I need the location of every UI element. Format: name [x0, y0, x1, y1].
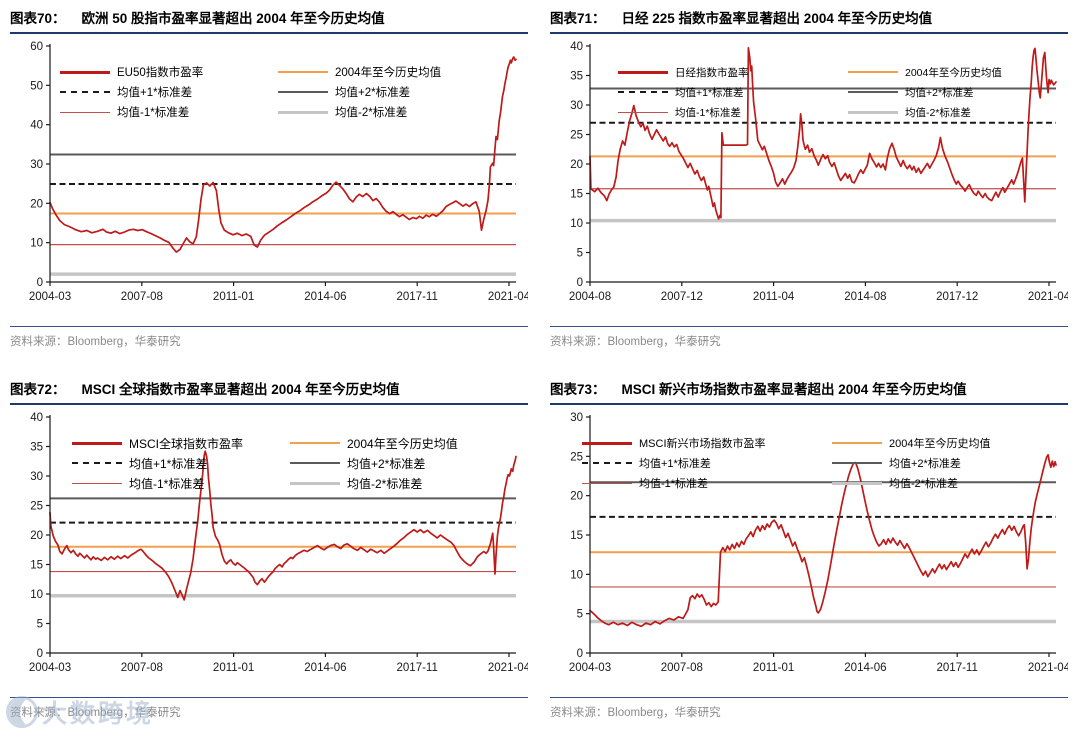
svg-text:2014-06: 2014-06	[304, 291, 346, 303]
svg-text:2007-08: 2007-08	[121, 662, 163, 674]
svg-text:35: 35	[30, 442, 43, 454]
figure-title: 图表70： 欧洲 50 股指市盈率显著超出 2004 年至今历史均值	[10, 5, 528, 34]
svg-text:0: 0	[37, 648, 43, 660]
svg-text:2017-11: 2017-11	[397, 662, 438, 674]
figure-panel-73: 图表73： MSCI 新兴市场指数市盈率显著超出 2004 年至今历史均值 0 5…	[540, 371, 1080, 743]
svg-text:25: 25	[30, 501, 43, 513]
svg-text:2011-01: 2011-01	[213, 662, 254, 674]
svg-text:2007-08: 2007-08	[661, 662, 703, 674]
svg-text:2017-11: 2017-11	[937, 662, 978, 674]
svg-text:25: 25	[570, 451, 583, 463]
source-note: 资料来源：Bloomberg，华泰研究	[550, 326, 1068, 349]
svg-text:35: 35	[570, 71, 583, 83]
svg-text:2011-01: 2011-01	[753, 662, 794, 674]
svg-text:0: 0	[577, 648, 583, 660]
svg-text:5: 5	[37, 619, 43, 631]
figure-panel-70: 图表70： 欧洲 50 股指市盈率显著超出 2004 年至今历史均值 0 10 20…	[0, 0, 540, 371]
svg-text:2011-04: 2011-04	[753, 291, 795, 303]
pe-line-chart-eu50: 0 10 20 30 40 50 60 2004-03 2007-08 2011-01 2014-0…	[29, 41, 528, 303]
svg-text:10: 10	[30, 238, 43, 250]
svg-text:10: 10	[570, 218, 583, 230]
svg-text:20: 20	[570, 491, 583, 503]
svg-text:0: 0	[37, 277, 43, 289]
svg-text:2021-04: 2021-04	[488, 662, 528, 674]
svg-text:15: 15	[30, 560, 43, 572]
figure-title-text: 欧洲 50 股指市盈率显著超出 2004 年至今历史均值	[81, 11, 385, 26]
svg-text:5: 5	[577, 609, 583, 621]
chart-area: 0 10 20 30 40 50 60 2004-03 2007-08 2011-01 2014-0…	[10, 36, 528, 316]
svg-text:10: 10	[30, 589, 43, 601]
figure-label: 图表72：	[10, 382, 66, 397]
figure-title-text: MSCI 全球指数市盈率显著超出 2004 年至今历史均值	[81, 382, 400, 397]
svg-text:2021-04: 2021-04	[1028, 662, 1068, 674]
svg-text:5: 5	[577, 248, 583, 260]
svg-text:15: 15	[570, 530, 583, 542]
pe-line-chart-nikkei225: 0 5 10 15 20 25 30 35 40 2004-08 2007-12 2011-04 201…	[569, 41, 1068, 303]
svg-text:60: 60	[30, 41, 43, 53]
figure-panel-71: 图表71： 日经 225 指数市盈率显著超出 2004 年至今历史均值 0 5 10…	[540, 0, 1080, 371]
chart-area: 0 5 10 15 20 25 30 2004-03 2007-08 2011-01 2014-06…	[550, 407, 1068, 687]
svg-text:15: 15	[570, 189, 583, 201]
pe-line-chart-msci-world: 0 5 10 15 20 25 30 35 40 2004-03 2007-08 2011-01 201…	[29, 412, 528, 674]
chart-area: 0 5 10 15 20 25 30 35 40 2004-08 2007-12 2011-04 201…	[550, 36, 1068, 316]
source-note: 资料来源：Bloomberg，华泰研究	[10, 697, 528, 720]
figure-label: 图表73：	[550, 382, 606, 397]
svg-text:2021-04: 2021-04	[1028, 291, 1068, 303]
svg-text:2007-12: 2007-12	[661, 291, 703, 303]
svg-text:30: 30	[30, 471, 43, 483]
svg-text:30: 30	[570, 100, 583, 112]
svg-text:30: 30	[570, 412, 583, 424]
svg-text:2007-08: 2007-08	[121, 291, 163, 303]
svg-text:0: 0	[577, 277, 583, 289]
svg-text:30: 30	[30, 159, 43, 171]
svg-text:25: 25	[570, 130, 583, 142]
svg-text:20: 20	[30, 530, 43, 542]
svg-text:2017-11: 2017-11	[397, 291, 438, 303]
svg-text:2014-06: 2014-06	[304, 662, 346, 674]
figure-title-text: MSCI 新兴市场指数市盈率显著超出 2004 年至今历史均值	[621, 382, 967, 397]
svg-text:2004-03: 2004-03	[569, 662, 611, 674]
svg-text:20: 20	[570, 159, 583, 171]
pe-line-chart-msci-em: 0 5 10 15 20 25 30 2004-03 2007-08 2011-01 2014-06…	[569, 412, 1068, 674]
svg-text:2014-06: 2014-06	[844, 662, 886, 674]
svg-text:40: 40	[570, 41, 583, 53]
svg-text:2004-08: 2004-08	[569, 291, 611, 303]
svg-text:40: 40	[30, 412, 43, 424]
figure-title: 图表71： 日经 225 指数市盈率显著超出 2004 年至今历史均值	[550, 5, 1068, 34]
chart-area: 0 5 10 15 20 25 30 35 40 2004-03 2007-08 2011-01 201…	[10, 407, 528, 687]
svg-text:2004-03: 2004-03	[29, 291, 71, 303]
figure-title: 图表73： MSCI 新兴市场指数市盈率显著超出 2004 年至今历史均值	[550, 376, 1068, 405]
svg-text:2004-03: 2004-03	[29, 662, 71, 674]
figure-title: 图表72： MSCI 全球指数市盈率显著超出 2004 年至今历史均值	[10, 376, 528, 405]
svg-text:50: 50	[30, 80, 43, 92]
svg-text:10: 10	[570, 569, 583, 581]
figure-label: 图表70：	[10, 11, 66, 26]
source-note: 资料来源：Bloomberg，华泰研究	[10, 326, 528, 349]
svg-text:40: 40	[30, 120, 43, 132]
svg-text:2017-12: 2017-12	[936, 291, 978, 303]
source-note: 资料来源：Bloomberg，华泰研究	[550, 697, 1068, 720]
figure-panel-72: 图表72： MSCI 全球指数市盈率显著超出 2004 年至今历史均值 0 5 10…	[0, 371, 540, 743]
figure-label: 图表71：	[550, 11, 606, 26]
figure-title-text: 日经 225 指数市盈率显著超出 2004 年至今历史均值	[621, 11, 933, 26]
svg-text:20: 20	[30, 198, 43, 210]
svg-text:2014-08: 2014-08	[844, 291, 886, 303]
svg-text:2011-01: 2011-01	[213, 291, 254, 303]
svg-text:2021-04: 2021-04	[488, 291, 528, 303]
